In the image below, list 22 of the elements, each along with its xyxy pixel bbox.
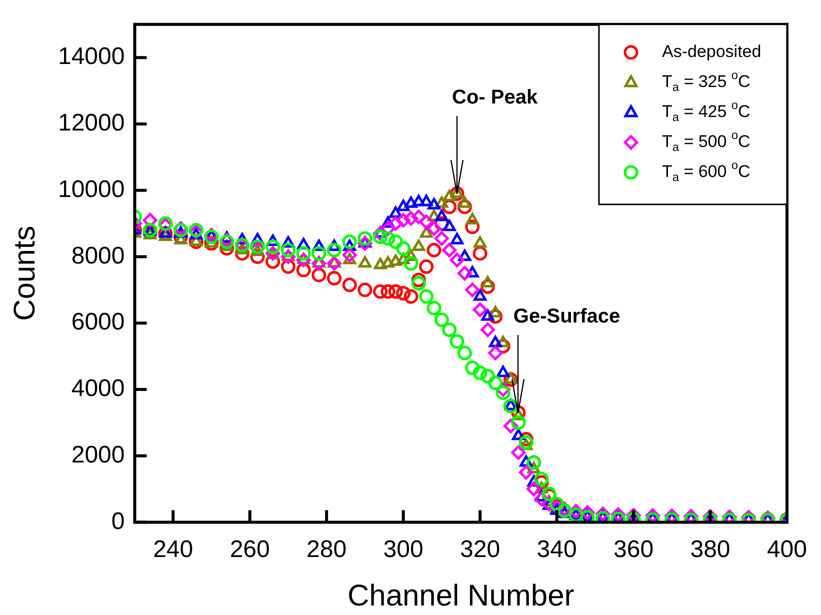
legend-label: As-deposited bbox=[662, 42, 762, 62]
x-tick-label: 380 bbox=[690, 536, 730, 564]
y-tick-label: 2000 bbox=[71, 441, 125, 468]
y-tick-label: 6000 bbox=[71, 308, 125, 336]
x-tick-label: 260 bbox=[230, 536, 270, 564]
y-tick-label: 0 bbox=[111, 508, 125, 535]
y-tick-label: 14000 bbox=[58, 43, 125, 70]
annotation: Co- Peak bbox=[452, 86, 538, 109]
y-axis-title: Counts bbox=[8, 226, 42, 321]
annotation: Ge-Surface bbox=[513, 306, 620, 328]
y-tick-label: 10000 bbox=[58, 176, 125, 203]
x-tick-label: 360 bbox=[613, 536, 654, 564]
y-tick-label: 12000 bbox=[58, 110, 125, 137]
x-tick-label: 240 bbox=[153, 536, 194, 564]
x-tick-label: 340 bbox=[536, 536, 577, 564]
y-tick-label: 8000 bbox=[71, 242, 125, 270]
x-tick-label: 320 bbox=[460, 536, 500, 564]
x-axis-title: Channel Number bbox=[347, 579, 574, 612]
x-tick-label: 280 bbox=[306, 536, 347, 564]
x-tick-label: 400 bbox=[766, 536, 807, 564]
y-tick-label: 4000 bbox=[71, 375, 125, 402]
x-tick-label: 300 bbox=[383, 536, 424, 564]
